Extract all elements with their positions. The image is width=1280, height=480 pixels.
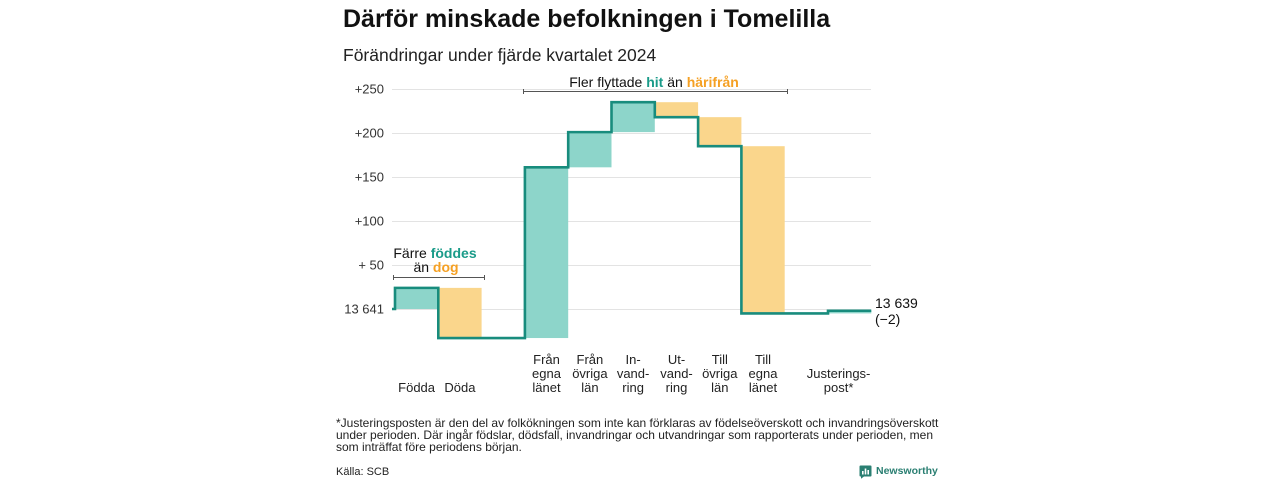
y-tick-label: +100 bbox=[355, 214, 384, 229]
migration-annotation-bracket bbox=[523, 89, 788, 94]
x-axis-label: vand- bbox=[617, 366, 650, 381]
end-value-labels: 13 639 (−2) bbox=[875, 295, 918, 327]
births-annotation-line-1: Färre föddes bbox=[393, 245, 476, 261]
logo-icon-bar bbox=[864, 468, 867, 474]
x-axis-label: län bbox=[581, 380, 598, 395]
chart-subtitle: Förändringar under fjärde kvartalet 2024 bbox=[343, 45, 657, 65]
x-axis-label: vand- bbox=[660, 366, 693, 381]
x-axis-label: länet bbox=[749, 380, 778, 395]
x-axis-label: Till bbox=[712, 352, 728, 367]
x-axis-label: Till bbox=[755, 352, 771, 367]
y-tick-label: +200 bbox=[355, 126, 384, 141]
x-axis-label: övriga bbox=[702, 366, 738, 381]
footnote-line: *Justeringsposten är den del av folkökni… bbox=[336, 416, 939, 430]
footnote: *Justeringsposten är den del av folkökni… bbox=[336, 417, 938, 453]
footnote-line: under perioden. Där ingår födslar, dödsf… bbox=[336, 428, 934, 442]
newsworthy-logo: Newsworthy bbox=[859, 464, 938, 479]
x-axis-label: övriga bbox=[572, 366, 608, 381]
y-tick-label: +150 bbox=[355, 170, 384, 185]
increase-bar bbox=[524, 167, 569, 339]
x-axis-label: Döda bbox=[444, 380, 476, 395]
decrease-bar bbox=[698, 117, 742, 147]
logo-icon-bar bbox=[862, 470, 864, 474]
migration-annotation-decrease-word: härifrån bbox=[687, 74, 739, 90]
x-axis-label: Födda bbox=[398, 380, 436, 395]
newsworthy-logo-icon bbox=[859, 465, 872, 479]
y-tick-label: 13 641 bbox=[344, 302, 384, 317]
x-axis-label: In- bbox=[626, 352, 641, 367]
migration-annotation-increase-word: hit bbox=[646, 74, 663, 90]
waterfall-step-line bbox=[392, 100, 872, 340]
increase-bar bbox=[568, 132, 612, 168]
increase-bar bbox=[828, 310, 872, 314]
waterfall-line-layer bbox=[392, 100, 872, 340]
migration-annotation: Fler flyttade hit än härifrån bbox=[523, 74, 788, 94]
births-annotation-increase-word: föddes bbox=[431, 245, 477, 261]
x-axis-label: ring bbox=[666, 380, 688, 395]
x-axis-label: Från bbox=[533, 352, 560, 367]
gridlines bbox=[392, 89, 871, 310]
decrease-bar bbox=[741, 146, 785, 314]
x-axis-label: länet bbox=[532, 380, 561, 395]
births-annotation-line-2: än dog bbox=[413, 259, 458, 275]
end-change-label: (−2) bbox=[875, 311, 900, 327]
y-tick-label: + 50 bbox=[358, 258, 384, 273]
x-axis-label: Ut- bbox=[668, 352, 685, 367]
newsworthy-logo-text: Newsworthy bbox=[876, 465, 938, 477]
logo-icon-bar bbox=[867, 469, 869, 474]
x-axis-label: egna bbox=[749, 366, 779, 381]
x-axis-label: Justerings- bbox=[807, 366, 871, 381]
footnote-line: som inträffat före periodens början. bbox=[336, 440, 522, 454]
x-axis-label: egna bbox=[532, 366, 562, 381]
source-credit: Källa: SCB bbox=[336, 466, 390, 478]
births-annotation: Färre föddes än dog bbox=[393, 245, 485, 280]
x-axis-label: län bbox=[711, 380, 728, 395]
migration-annotation-text: Fler flyttade hit än härifrån bbox=[569, 74, 739, 90]
y-tick-label: +250 bbox=[355, 82, 384, 97]
births-annotation-bracket bbox=[393, 275, 485, 280]
migration-annotation-plain: Fler flyttade bbox=[569, 74, 642, 90]
x-axis-labels: Födda DödaFrånegnalänetFrånövrigalänIn-va… bbox=[398, 352, 870, 395]
x-axis-label: ring bbox=[622, 380, 644, 395]
decrease-bar bbox=[654, 102, 699, 118]
migration-annotation-plain: än bbox=[667, 74, 683, 90]
x-axis-label: post* bbox=[824, 380, 854, 395]
x-axis-label: Från bbox=[577, 352, 604, 367]
increase-bar bbox=[395, 287, 439, 309]
end-value-label: 13 639 bbox=[875, 295, 918, 311]
y-axis-labels: 13 641 + 50 +100 +150 +200 +250 bbox=[344, 82, 384, 317]
births-annotation-decrease-word: dog bbox=[433, 259, 459, 275]
chart-title: Därför minskade befolkningen i Tomelilla bbox=[343, 5, 831, 33]
births-annotation-text: än bbox=[413, 259, 429, 275]
increase-bar bbox=[611, 102, 655, 133]
waterfall-bars bbox=[395, 102, 872, 339]
births-annotation-text: Färre bbox=[393, 245, 427, 261]
decrease-bar bbox=[438, 287, 482, 339]
